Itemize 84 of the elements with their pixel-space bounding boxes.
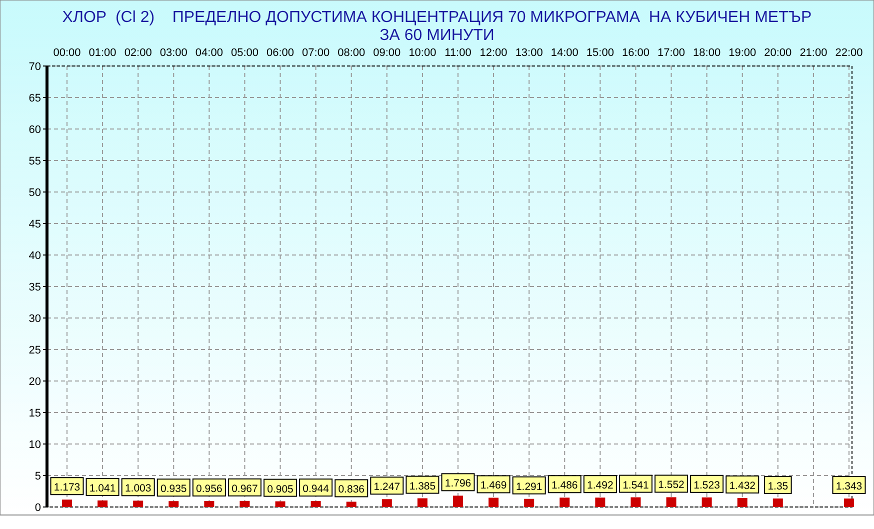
x-tick-label: 00:00 (53, 47, 81, 59)
data-label: 1.385 (409, 480, 436, 492)
data-label: 1.469 (480, 480, 507, 492)
data-label: 1.541 (622, 479, 650, 492)
chart-title: ХЛОР (Cl 2) ПРЕДЕЛНО ДОПУСТИМА КОНЦЕНТРАЦИЯ 70 МИКРОГРАМА НА КУБИЧЕН МЕТЪР (62, 9, 812, 26)
bar (772, 498, 783, 507)
bar (240, 500, 250, 507)
x-tick-label: 11:00 (444, 47, 472, 59)
x-tick-label: 05:00 (230, 47, 258, 59)
x-tick-label: 12:00 (480, 47, 508, 59)
bar (453, 496, 463, 507)
chart-subtitle: ЗА 60 МИНУТИ (380, 27, 494, 44)
bar (666, 497, 676, 507)
x-tick-label: 13:00 (515, 47, 543, 59)
bar (310, 501, 321, 507)
data-label: 1.173 (54, 482, 80, 494)
data-label: 1.041 (89, 482, 116, 494)
x-tick-label: 04:00 (195, 47, 223, 59)
data-label: 0.956 (196, 482, 222, 495)
data-label: 1.35 (768, 480, 788, 492)
x-tick-label: 20:00 (764, 47, 792, 59)
bar (737, 498, 748, 507)
y-tick-label: 40 (28, 250, 41, 262)
y-tick-label: 60 (28, 124, 41, 136)
y-tick-label: 10 (28, 439, 41, 451)
bar (346, 502, 356, 507)
y-tick-label: 5 (34, 470, 41, 482)
x-tick-label: 22:00 (835, 47, 863, 59)
x-tick-label: 19:00 (728, 47, 756, 59)
y-tick-label: 45 (28, 218, 41, 230)
bar (382, 499, 392, 507)
x-tick-label: 17:00 (658, 47, 686, 59)
x-tick-label: 14:00 (550, 47, 578, 59)
bar (133, 500, 144, 507)
data-label: 1.343 (836, 480, 862, 493)
y-tick-label: 15 (28, 408, 41, 420)
x-tick-label: 10:00 (408, 47, 436, 59)
bar (98, 500, 108, 507)
x-tick-label: 02:00 (124, 47, 152, 59)
data-label: 0.905 (267, 483, 294, 496)
data-label: 1.432 (729, 480, 756, 492)
y-tick-label: 55 (28, 156, 41, 168)
bar (630, 497, 641, 507)
y-tick-label: 70 (28, 61, 41, 73)
y-tick-label: 0 (34, 502, 41, 514)
data-label: 1.796 (444, 478, 472, 490)
data-label: 1.492 (587, 480, 614, 492)
data-label: 1.291 (516, 480, 542, 493)
x-tick-label: 01:00 (88, 47, 116, 59)
bar (204, 500, 214, 507)
bar (702, 497, 712, 507)
data-label: 1.247 (374, 481, 400, 494)
bar (275, 501, 286, 507)
bar (488, 498, 499, 507)
data-label: 1.003 (124, 482, 152, 495)
bar (844, 498, 854, 507)
y-tick-label: 50 (28, 187, 41, 199)
data-label: 0.836 (338, 484, 365, 496)
x-tick-label: 07:00 (302, 47, 330, 59)
y-tick-label: 35 (28, 282, 41, 294)
bar (524, 498, 534, 507)
x-tick-label: 09:00 (373, 47, 401, 59)
y-tick-label: 25 (28, 344, 41, 356)
x-tick-label: 03:00 (160, 47, 188, 59)
x-tick-label: 08:00 (338, 47, 366, 59)
data-label: 0.944 (302, 483, 330, 496)
data-label: 1.486 (551, 480, 578, 492)
x-tick-label: 18:00 (693, 47, 721, 59)
data-label: 0.967 (232, 482, 258, 495)
y-tick-label: 20 (28, 376, 41, 388)
bar (62, 500, 72, 507)
bar (417, 498, 428, 507)
data-label: 0.935 (160, 483, 187, 496)
bar (560, 498, 570, 507)
bar (595, 498, 606, 507)
x-tick-label: 06:00 (266, 47, 294, 59)
y-tick-label: 65 (28, 92, 41, 104)
x-tick-label: 21:00 (800, 47, 828, 59)
data-label: 1.523 (694, 479, 720, 492)
x-tick-label: 15:00 (586, 47, 614, 59)
y-tick-label: 30 (28, 313, 41, 325)
data-label: 1.552 (658, 479, 685, 492)
x-tick-label: 16:00 (622, 47, 650, 59)
bar (168, 501, 179, 507)
